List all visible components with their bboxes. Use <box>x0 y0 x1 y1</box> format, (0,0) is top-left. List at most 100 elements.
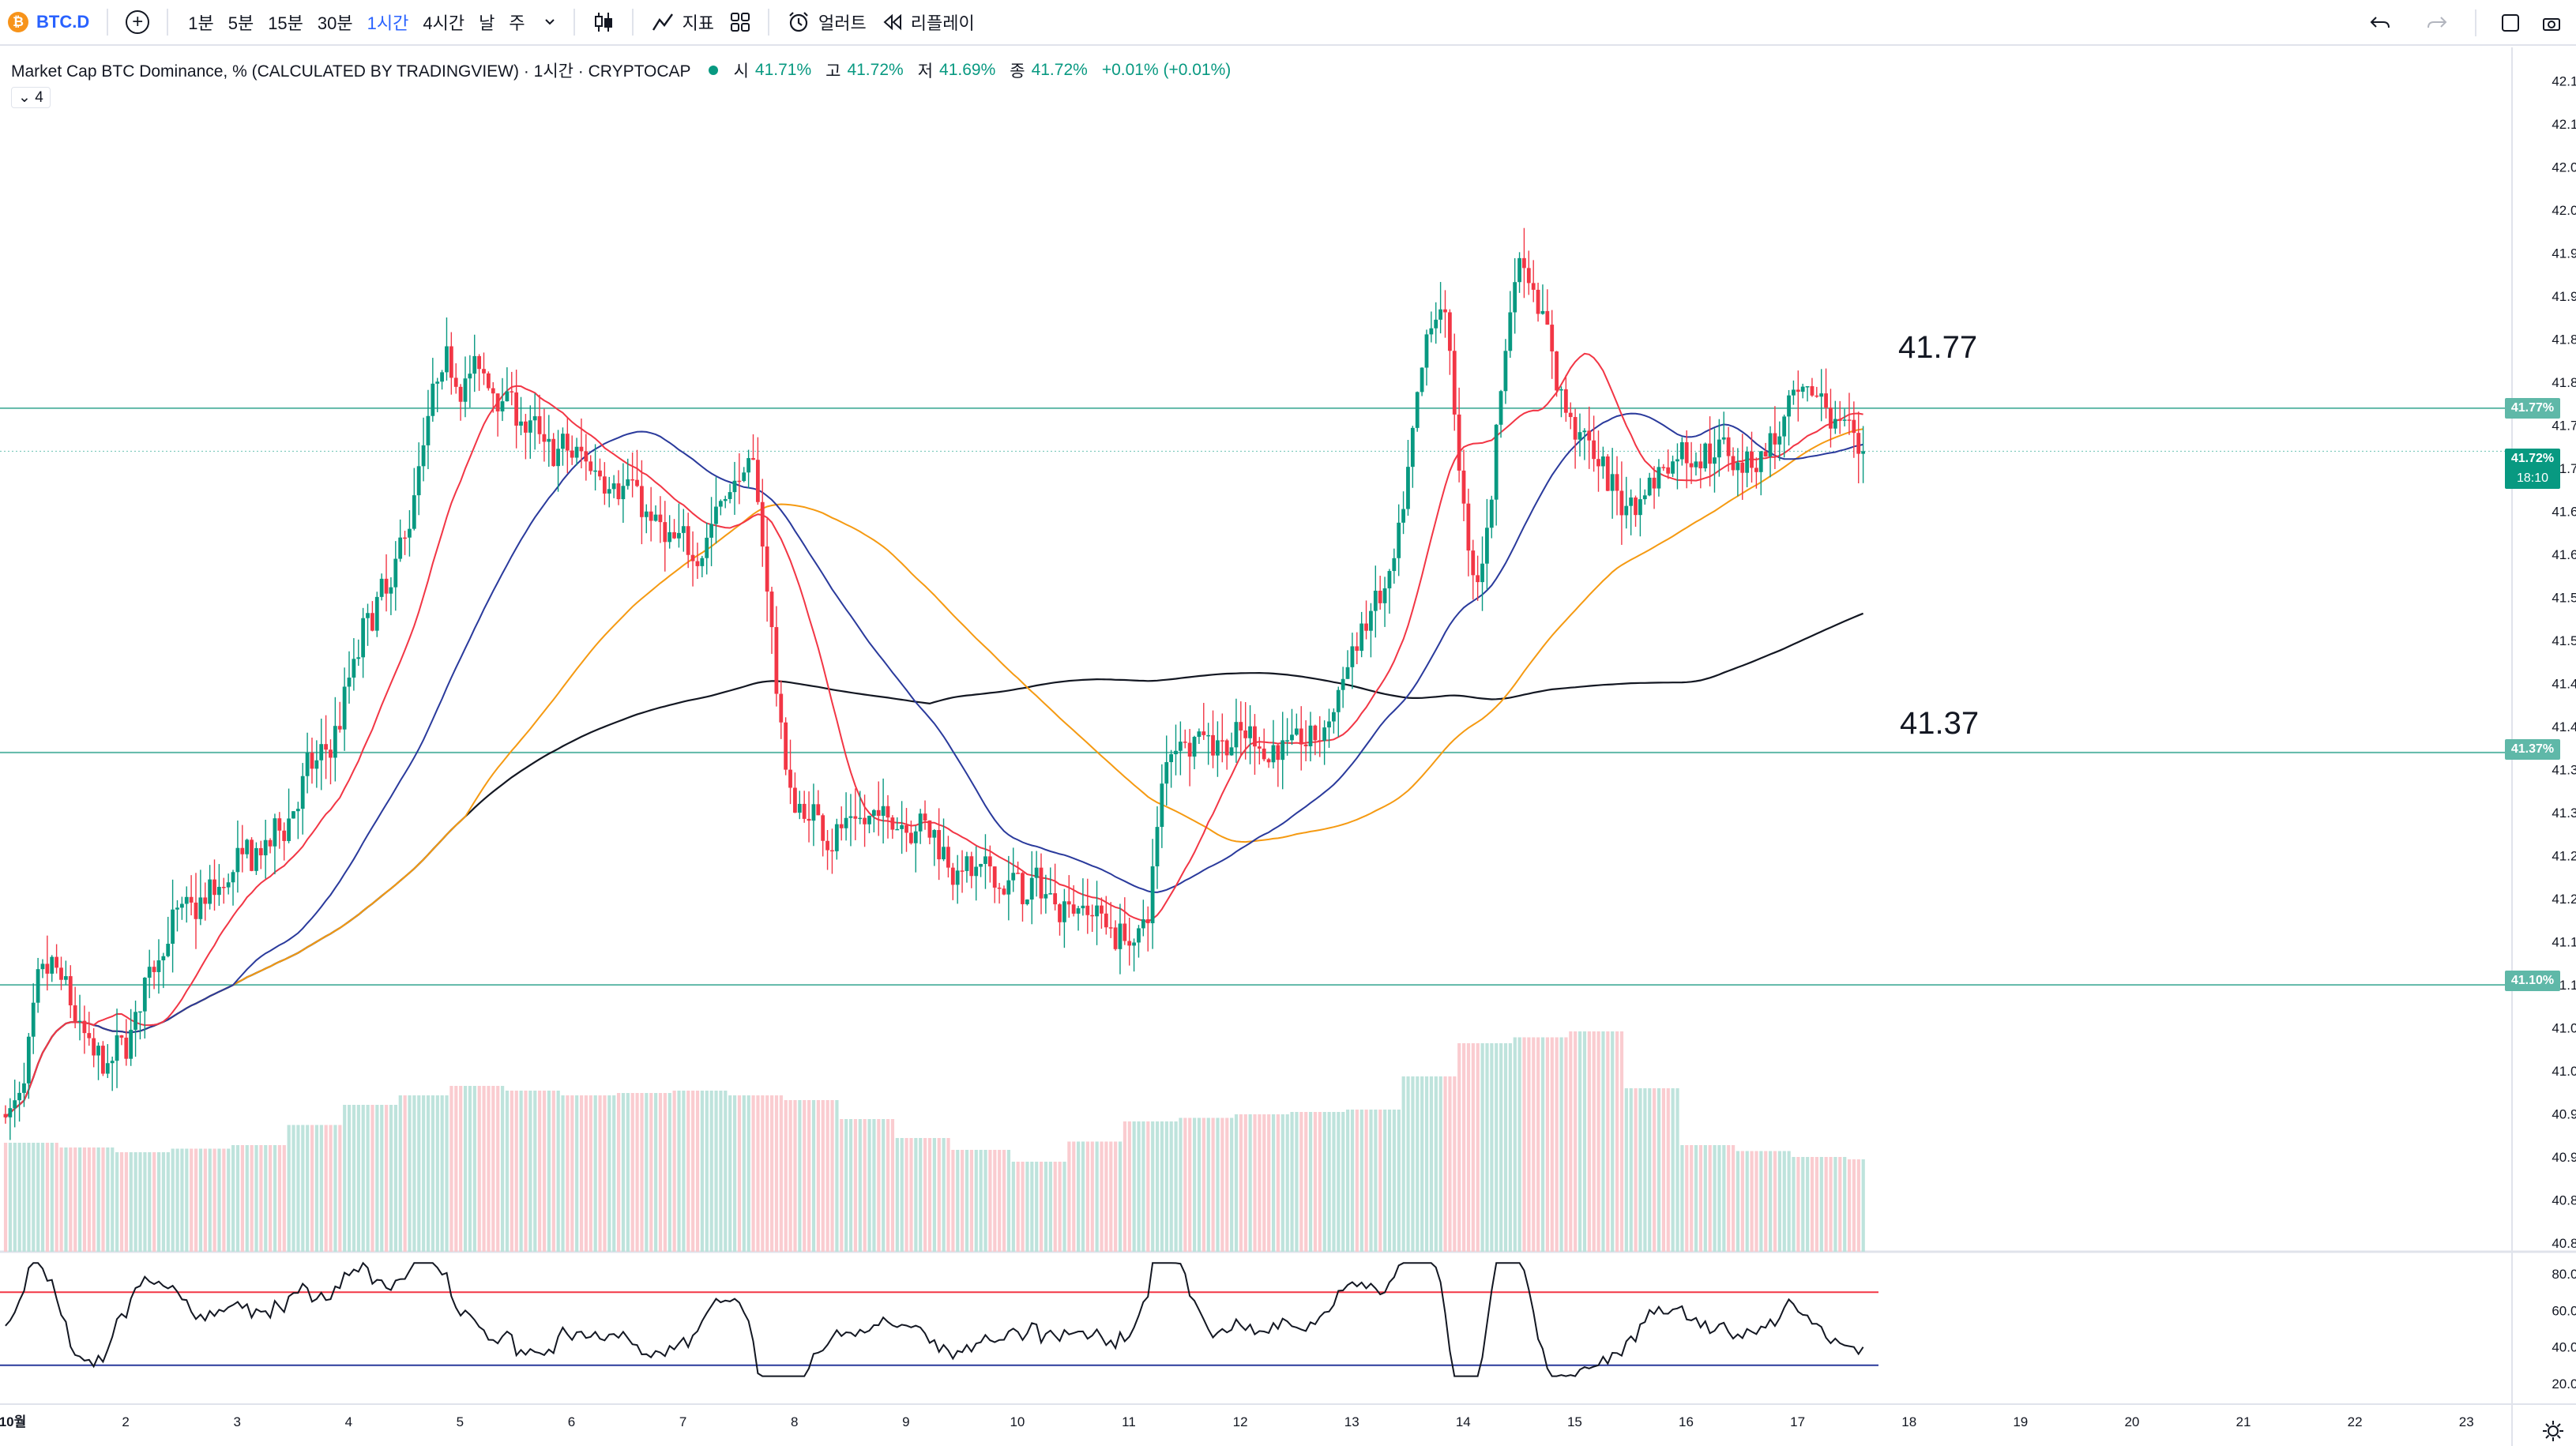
candle-body[interactable] <box>1466 503 1471 551</box>
candle-body[interactable] <box>138 1011 142 1013</box>
candle-body[interactable] <box>886 806 890 818</box>
candle-body[interactable] <box>1150 866 1155 924</box>
candle-body[interactable] <box>1271 745 1276 763</box>
candle-body[interactable] <box>1081 905 1085 909</box>
candle-body[interactable] <box>105 1063 110 1074</box>
candle-body[interactable] <box>514 392 519 426</box>
candle-body[interactable] <box>147 967 152 978</box>
candle-body[interactable] <box>705 537 709 558</box>
candle-body[interactable] <box>250 839 254 871</box>
candle-body[interactable] <box>1248 726 1252 738</box>
candle-body[interactable] <box>449 346 453 378</box>
candle-body[interactable] <box>1132 942 1136 946</box>
indicators-collapse-toggle[interactable]: ⌄ 4 <box>11 87 51 108</box>
candle-body[interactable] <box>370 613 374 631</box>
candle-body[interactable] <box>352 659 356 678</box>
candle-body[interactable] <box>1113 927 1118 949</box>
candle-body[interactable] <box>1461 470 1466 504</box>
candle-body[interactable] <box>760 501 765 546</box>
candle-body[interactable] <box>765 546 769 592</box>
candle-body[interactable] <box>50 956 55 974</box>
candle-body[interactable] <box>987 856 992 867</box>
candle-body[interactable] <box>718 501 723 507</box>
candle-body[interactable] <box>1095 905 1099 917</box>
candle-body[interactable] <box>551 438 556 467</box>
candle-body[interactable] <box>189 896 194 903</box>
redo-button[interactable] <box>2409 0 2465 46</box>
candle-body[interactable] <box>1740 462 1745 473</box>
candle-body[interactable] <box>1378 590 1382 603</box>
candle-body[interactable] <box>1792 389 1796 396</box>
candle-body[interactable] <box>1044 894 1048 899</box>
candle-body[interactable] <box>1679 441 1684 460</box>
chart-canvas[interactable]: 42.15% 42.10% 42.05% 42.00% 41.95% 41.90% 41.8… <box>0 47 2576 1446</box>
candle-body[interactable] <box>482 369 486 374</box>
candle-body[interactable] <box>510 391 514 392</box>
candle-body[interactable] <box>342 686 347 730</box>
candle-body[interactable] <box>853 816 858 819</box>
candle-body[interactable] <box>1666 467 1671 474</box>
candle-body[interactable] <box>1452 351 1457 415</box>
candle-body[interactable] <box>1160 783 1164 828</box>
candle-body[interactable] <box>110 1061 115 1064</box>
candle-body[interactable] <box>1782 416 1787 437</box>
candle-body[interactable] <box>1787 395 1791 417</box>
interval-dropdown-button[interactable] <box>536 0 564 45</box>
candle-body[interactable] <box>1522 257 1526 269</box>
candle-body[interactable] <box>1002 888 1006 895</box>
candle-body[interactable] <box>1058 904 1062 922</box>
candle-body[interactable] <box>649 511 653 521</box>
candle-body[interactable] <box>1359 623 1364 652</box>
candle-body[interactable] <box>863 817 867 824</box>
candle-body[interactable] <box>194 902 198 919</box>
candle-body[interactable] <box>463 378 468 402</box>
candle-body[interactable] <box>1531 283 1536 290</box>
candle-body[interactable] <box>416 466 421 496</box>
candle-body[interactable] <box>1406 467 1410 509</box>
candle-body[interactable] <box>565 434 570 451</box>
candle-body[interactable] <box>1624 505 1629 516</box>
candle-body[interactable] <box>900 824 904 829</box>
candle-body[interactable] <box>1025 900 1029 904</box>
candle-body[interactable] <box>1369 610 1373 631</box>
candle-body[interactable] <box>129 1029 134 1059</box>
candle-body[interactable] <box>742 472 746 482</box>
candle-body[interactable] <box>602 476 607 494</box>
indicators-button[interactable]: 지표 <box>643 0 722 45</box>
candle-body[interactable] <box>1303 744 1308 747</box>
candle-body[interactable] <box>1837 419 1842 421</box>
candle-body[interactable] <box>1202 731 1206 735</box>
candle-body[interactable] <box>1434 319 1438 329</box>
candle-body[interactable] <box>374 596 379 631</box>
candle-body[interactable] <box>1526 268 1531 284</box>
candle-body[interactable] <box>1006 880 1011 895</box>
candle-body[interactable] <box>408 528 412 538</box>
candle-body[interactable] <box>1796 389 1800 392</box>
candle-body[interactable] <box>505 391 510 402</box>
candle-body[interactable] <box>1355 646 1359 652</box>
candle-body[interactable] <box>1239 722 1243 731</box>
candle-body[interactable] <box>412 495 416 529</box>
candle-body[interactable] <box>1048 893 1053 895</box>
candle-body[interactable] <box>258 847 263 856</box>
snapshot-button[interactable] <box>2535 0 2576 46</box>
candle-body[interactable] <box>184 896 189 904</box>
candle-body[interactable] <box>1763 451 1768 457</box>
candle-body[interactable] <box>681 526 686 533</box>
candle-body[interactable] <box>333 726 337 758</box>
candle-body[interactable] <box>1420 367 1424 392</box>
candle-body[interactable] <box>1382 588 1387 603</box>
compare-symbol-button[interactable]: + <box>118 0 157 45</box>
candle-body[interactable] <box>1489 499 1494 528</box>
candle-body[interactable] <box>556 449 560 467</box>
candle-body[interactable] <box>1299 728 1303 745</box>
candle-body[interactable] <box>1318 740 1322 742</box>
candle-body[interactable] <box>579 446 584 452</box>
candle-body[interactable] <box>458 386 463 402</box>
candle-body[interactable] <box>77 1020 82 1023</box>
replay-button[interactable]: 리플레이 <box>874 0 983 45</box>
alert-button[interactable]: 얼러트 <box>779 0 874 45</box>
candle-body[interactable] <box>1647 477 1652 496</box>
candle-body[interactable] <box>1053 893 1058 905</box>
candle-body[interactable] <box>1155 827 1160 866</box>
